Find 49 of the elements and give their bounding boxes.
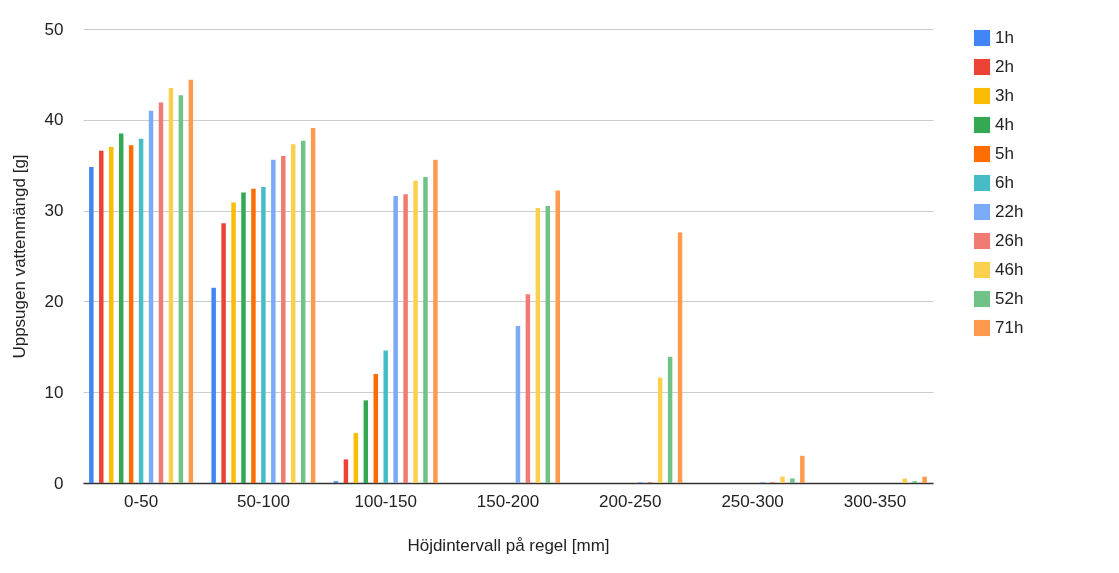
legend-label: 1h [995,28,1014,47]
y-tick-label: 50 [44,19,64,39]
x-axis-title: Höjdintervall på regel [mm] [407,535,610,555]
bar [363,400,369,483]
legend-label: 26h [995,231,1024,250]
bar [271,159,276,483]
x-tick-label: 150-200 [476,491,540,511]
bar [423,177,428,483]
bar [403,194,408,483]
bar [393,196,398,483]
bar [89,167,94,483]
bar [99,150,104,483]
bar [902,478,907,483]
legend-label: 3h [995,86,1014,105]
bar [241,192,246,483]
y-axis-title: Uppsugen vattenmängd [g] [9,154,29,359]
legend-label: 22h [995,202,1024,221]
legend-label: 2h [995,57,1014,76]
y-tick-label: 40 [44,110,64,130]
bar [922,476,927,483]
x-tick-label: 300-350 [843,491,907,511]
legend-label: 6h [995,173,1014,192]
legend-label: 46h [995,260,1024,279]
legend-label: 5h [995,144,1014,163]
bar [433,159,438,483]
bar [221,223,226,483]
y-tick-label: 0 [54,473,64,493]
x-tick-label: 50-100 [236,491,290,511]
bar [281,156,286,483]
bar [211,287,216,483]
x-tick-label: 0-50 [124,491,159,511]
x-tick-label: 100-150 [354,491,417,511]
legend-label: 71h [995,318,1024,337]
bar [790,478,795,483]
y-tick-label: 10 [44,382,64,402]
y-tick-label: 30 [44,201,64,221]
x-tick-label: 200-250 [599,491,662,511]
bar [231,202,236,483]
bar [343,459,349,483]
bar [261,186,266,483]
bar [251,188,256,483]
bar [800,455,805,483]
bar [780,476,785,483]
bar [383,350,388,483]
bar [413,180,418,483]
legend-label: 52h [995,289,1024,308]
x-tick-label: 250-300 [721,491,784,511]
y-tick-label: 20 [44,291,64,311]
legend-label: 4h [995,115,1014,134]
